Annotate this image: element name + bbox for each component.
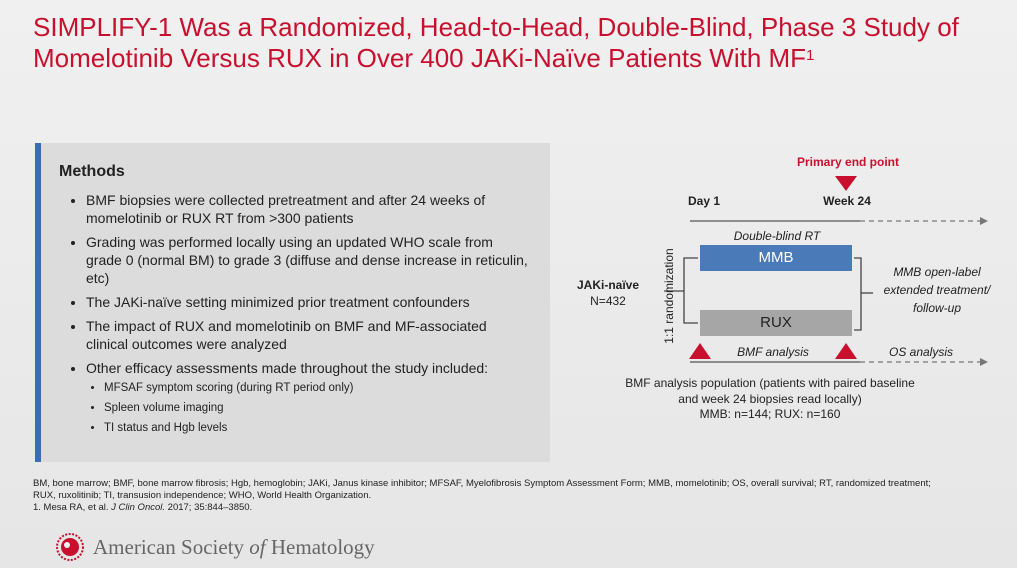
methods-heading: Methods [59,163,125,180]
population-note: BMF analysis population (patients with p… [625,376,915,390]
arm-label: RUX [760,314,792,331]
bullet-list: BMF biopsies were collected pretreatment… [59,191,530,436]
extension-bracket [854,257,862,331]
primary-end-point: Primary end point [797,155,899,169]
week24-label: Week 24 [823,194,871,208]
reference-journal: J Clin Oncol. [111,502,166,513]
arm-box [700,245,852,271]
population-note: and week 24 biopsies read locally) [678,392,861,406]
end-point-marker [835,176,857,191]
analysis-marker [689,343,711,359]
randomization-label: 1:1 randomization [662,248,676,343]
bmf-analysis-label: BMF analysis [737,345,809,359]
logo-part: Hematology [265,534,375,559]
arrow-head [980,217,988,225]
bullet: Other efficacy assessments made througho… [86,359,530,436]
title-text: SIMPLIFY-1 Was a Randomized, Head-to-Hea… [33,12,959,73]
extension-label: MMB open-label [893,265,981,279]
os-analysis-label: OS analysis [889,345,953,359]
double-blind-label: Double-blind RT [734,229,822,243]
reference-suffix: 2017; 35:844–3850. [165,502,253,513]
logo-part: of [249,534,266,559]
reference-prefix: 1. Mesa RA, et al. [33,502,112,513]
population-n: N=432 [590,294,626,308]
sub-bullet: Spleen volume imaging [104,401,530,416]
day1-label: Day 1 [688,194,720,208]
logo-mark [56,533,84,561]
randomization-bracket [683,257,698,324]
footnotes: BM, bone marrow; BMF, bone marrow fibros… [33,478,933,514]
title-sup: 1 [806,47,815,64]
reference: 1. Mesa RA, et al. J Clin Oncol. 2017; 3… [33,502,933,514]
logo-part: American Society [93,534,250,559]
abbreviations: BM, bone marrow; BMF, bone marrow fibros… [33,478,931,501]
arrow-head [980,358,988,366]
bullet-text: Other efficacy assessments made througho… [86,360,489,376]
extension-label: follow-up [913,301,961,315]
logo-text: American Society of Hematology [93,535,375,560]
sub-bullet: TI status and Hgb levels [104,421,530,436]
bullet: BMF biopsies were collected pretreatment… [86,191,530,227]
extension-label: extended treatment/ [884,283,992,297]
methods-box: Methods BMF biopsies were collected pret… [35,143,550,462]
analysis-marker [835,343,857,359]
bullet: The JAKi-naïve setting minimized prior t… [86,293,530,311]
arm-label: MMB [759,249,794,266]
arm-box [700,310,852,336]
bullet: Grading was performed locally using an u… [86,233,530,287]
population-note: MMB: n=144; RUX: n=160 [700,407,841,421]
sub-list: MFSAF symptom scoring (during RT period … [86,381,530,436]
title: SIMPLIFY-1 Was a Randomized, Head-to-Hea… [33,12,993,74]
population-label: JAKi-naïve [577,278,639,292]
sub-bullet: MFSAF symptom scoring (during RT period … [104,381,530,396]
bullet: The impact of RUX and momelotinib on BMF… [86,317,530,353]
logo: American Society of Hematology [55,532,375,562]
